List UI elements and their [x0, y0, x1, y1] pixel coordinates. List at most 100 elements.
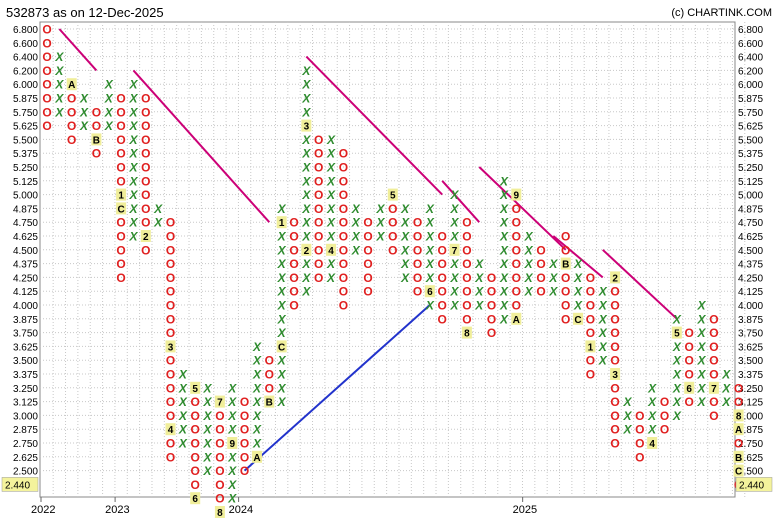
last-price-tags: 2.440 2.440	[1, 477, 773, 492]
x-box: X	[573, 299, 583, 313]
x-box: X	[697, 312, 707, 326]
x-box: X	[524, 230, 534, 244]
y-tick-label-left: 6.200	[13, 66, 38, 77]
y-tick-label-right: 4.375	[738, 260, 763, 271]
month-marker: 3	[612, 370, 618, 381]
x-box: X	[178, 437, 188, 451]
month-marker-bg	[214, 506, 225, 518]
o-box: O	[610, 381, 619, 395]
o-box: O	[240, 395, 249, 409]
month-marker: 2	[304, 246, 310, 257]
o-box: O	[339, 202, 348, 216]
x-box: X	[524, 271, 534, 285]
o-box: O	[215, 464, 224, 478]
x-box: X	[622, 423, 632, 437]
o-box: O	[561, 285, 570, 299]
o-box: O	[734, 437, 743, 451]
o-box: O	[635, 450, 644, 464]
o-box: O	[339, 188, 348, 202]
o-box: O	[240, 409, 249, 423]
x-box: X	[277, 354, 287, 368]
x-box: X	[499, 216, 509, 230]
x-box: X	[375, 230, 385, 244]
month-marker: A	[513, 315, 520, 326]
month-marker: 7	[217, 398, 223, 409]
o-box: O	[561, 299, 570, 313]
o-box: O	[462, 243, 471, 257]
x-box: X	[104, 78, 114, 92]
o-box: O	[265, 381, 274, 395]
o-box: O	[586, 312, 595, 326]
x-box: X	[499, 174, 509, 188]
x-box: X	[277, 257, 287, 271]
x-box: X	[128, 133, 138, 147]
y-tick-label-right: 3.875	[738, 315, 763, 326]
o-box: O	[116, 230, 125, 244]
x-box: X	[450, 188, 460, 202]
o-box: O	[709, 354, 718, 368]
o-box: O	[610, 423, 619, 437]
x-box: X	[178, 409, 188, 423]
o-box: O	[240, 437, 249, 451]
o-box: O	[92, 105, 101, 119]
month-marker-bg	[214, 395, 225, 408]
o-box: O	[462, 257, 471, 271]
y-tick-label-right: 5.625	[738, 122, 763, 133]
o-box: O	[92, 119, 101, 133]
o-box: O	[709, 409, 718, 423]
x-box: X	[301, 174, 311, 188]
x-box: X	[54, 105, 64, 119]
o-box: O	[116, 133, 125, 147]
o-box: O	[141, 188, 150, 202]
x-box: X	[450, 230, 460, 244]
x-box: X	[252, 409, 262, 423]
o-box: O	[709, 368, 718, 382]
month-marker-bg	[387, 188, 398, 201]
o-box: O	[42, 50, 51, 64]
o-box: O	[512, 285, 521, 299]
x-box: X	[153, 216, 163, 230]
y-tick-label-left: 6.600	[13, 39, 38, 50]
x-box: X	[252, 395, 262, 409]
o-box: O	[116, 271, 125, 285]
x-box: X	[697, 381, 707, 395]
o-box: O	[512, 257, 521, 271]
x-box: X	[252, 423, 262, 437]
o-box: O	[363, 257, 372, 271]
x-box: X	[203, 464, 213, 478]
x-box: X	[326, 174, 336, 188]
y-tick-label-right: 5.375	[738, 149, 763, 160]
o-box: O	[610, 299, 619, 313]
x-box: X	[351, 202, 361, 216]
o-box: O	[116, 216, 125, 230]
x-box: X	[672, 409, 682, 423]
x-box: X	[326, 188, 336, 202]
resistance-line	[552, 235, 604, 279]
x-box: X	[622, 395, 632, 409]
x-box: X	[227, 423, 237, 437]
o-box: O	[561, 312, 570, 326]
o-box: O	[462, 271, 471, 285]
x-box: X	[54, 78, 64, 92]
o-box: O	[413, 216, 422, 230]
month-marker: 5	[674, 329, 680, 340]
o-box: O	[67, 133, 76, 147]
o-box: O	[215, 423, 224, 437]
x-box: X	[301, 271, 311, 285]
y-tick-label-right: 3.500	[738, 356, 763, 367]
x-box: X	[647, 409, 657, 423]
y-tick-label-right: 3.125	[738, 398, 763, 409]
x-box: X	[573, 271, 583, 285]
month-marker: 3	[168, 342, 174, 353]
y-tick-label-right: 5.500	[738, 135, 763, 146]
x-box: X	[697, 395, 707, 409]
x-box: X	[301, 285, 311, 299]
o-box: O	[685, 395, 694, 409]
